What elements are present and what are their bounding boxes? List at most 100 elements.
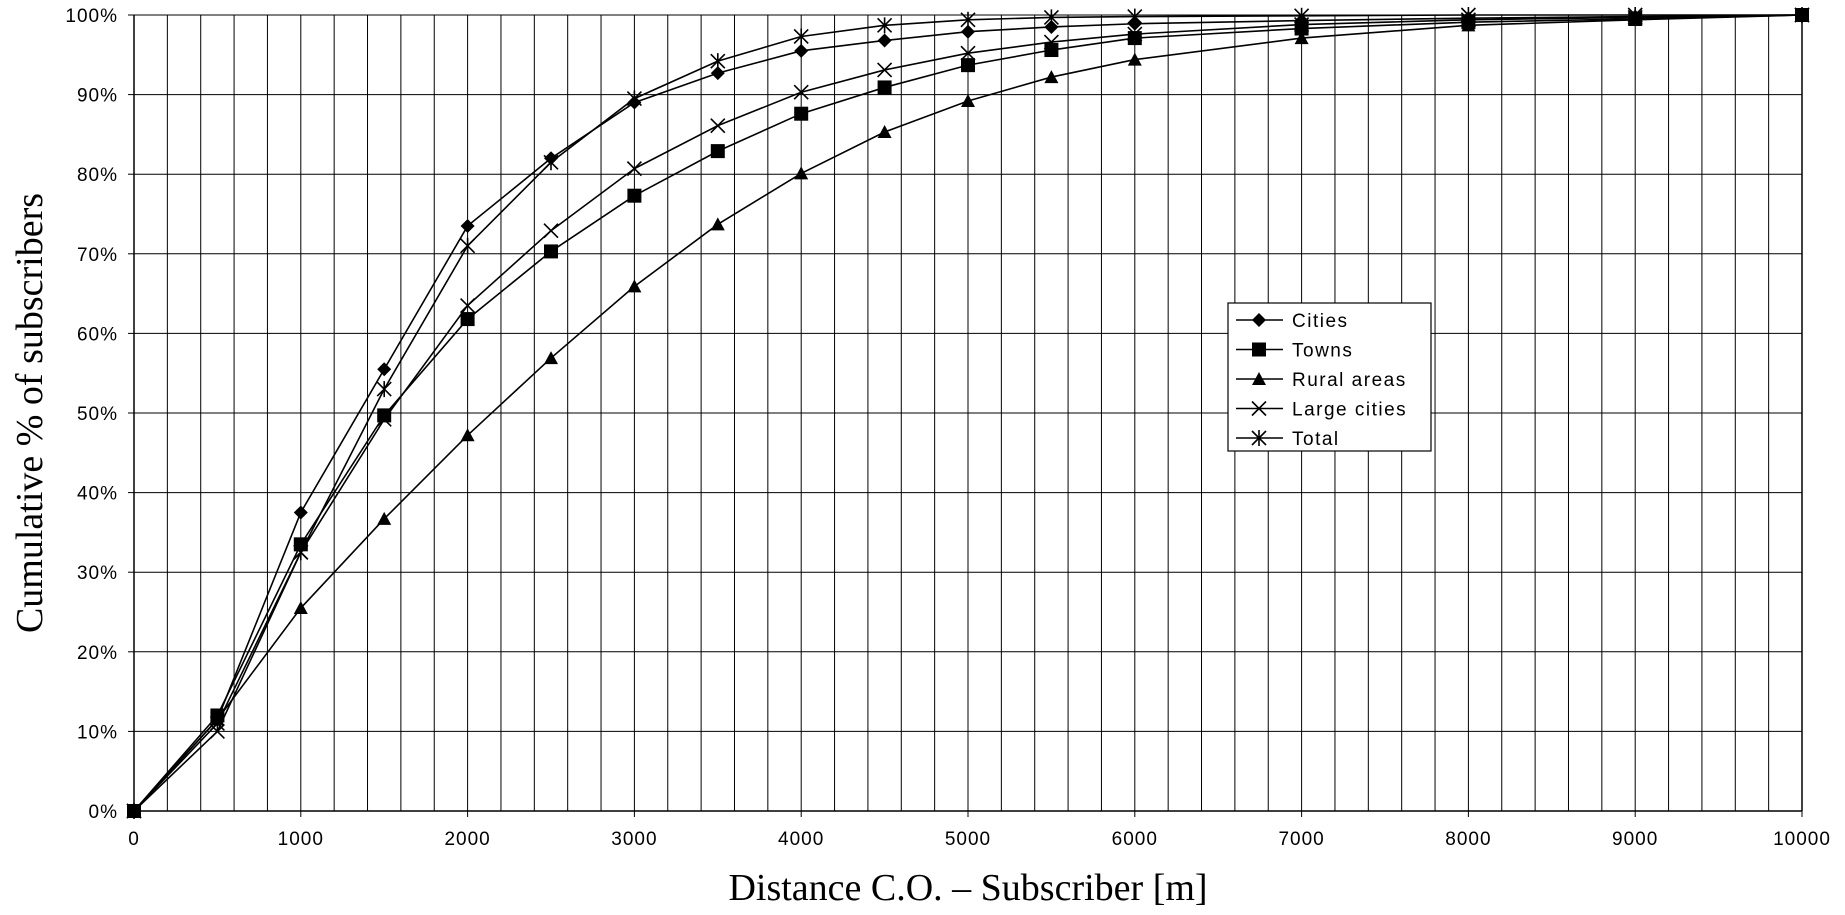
data-point-total (793, 28, 809, 45)
data-point-towns (627, 188, 642, 203)
data-point-rural-areas (710, 217, 725, 231)
data-point-total (543, 154, 559, 171)
data-point-rural-areas (544, 351, 558, 365)
data-point-towns (544, 244, 558, 259)
data-point-towns (794, 106, 809, 121)
data-point-towns (961, 58, 975, 73)
x-tick-label: 5000 (945, 829, 991, 850)
x-tick-label: 6000 (1112, 829, 1158, 850)
data-point-rural-areas (1127, 52, 1142, 66)
x-tick-label: 10000 (1773, 829, 1831, 850)
legend-item-total: Total (1236, 429, 1340, 450)
data-point-cities (710, 66, 725, 81)
y-tick-label: 80% (77, 165, 118, 186)
data-point-total (1460, 7, 1476, 23)
legend-item-large-cities: Large cities (1236, 400, 1407, 421)
y-tick-label: 90% (77, 86, 118, 107)
data-point-large-cities (543, 223, 559, 239)
data-point-rural-areas (1044, 70, 1059, 84)
legend-item-rural-areas: Rural areas (1236, 370, 1407, 391)
legend-label-total: Total (1292, 429, 1340, 450)
data-point-total (1127, 8, 1143, 25)
x-axis-title: Distance C.O. – Subscriber [m] (728, 867, 1207, 909)
data-point-cities (961, 24, 975, 39)
data-point-total (1294, 7, 1310, 24)
data-point-total (626, 90, 642, 107)
legend-marker-towns (1252, 342, 1266, 357)
data-point-total (209, 715, 225, 732)
y-tick-label: 100% (65, 6, 118, 27)
legend-marker-total (1251, 430, 1267, 446)
tick-labels: 0 1000 2000 3000 4000 5000 6000 7000 8000 9000 100… (65, 6, 1831, 850)
legend-item-cities: Cities (1236, 311, 1347, 332)
data-point-cities (877, 33, 892, 48)
data-point-total (1043, 9, 1059, 26)
x-tick-label: 4000 (778, 829, 824, 850)
x-tick-label: 2000 (444, 829, 490, 850)
data-point-large-cities (877, 62, 893, 78)
x-tick-label: 7000 (1278, 829, 1324, 850)
grid (134, 14, 1802, 811)
legend-marker-large-cities (1251, 400, 1267, 417)
data-point-large-cities (1127, 26, 1143, 42)
x-tick-label: 1000 (278, 829, 324, 850)
x-tick-label: 8000 (1445, 829, 1491, 850)
data-point-cities (460, 218, 475, 233)
data-point-rural-areas (961, 93, 975, 107)
data-point-cities (1044, 19, 1059, 34)
data-point-large-cities (710, 118, 726, 134)
y-tick-label: 70% (77, 245, 118, 266)
y-tick-label: 40% (77, 484, 118, 505)
data-point-total (877, 17, 893, 34)
legend-item-towns: Towns (1236, 341, 1353, 362)
data-point-towns (710, 144, 725, 159)
legend-box (1227, 302, 1432, 452)
y-tick-label: 10% (77, 722, 118, 743)
x-tick-label: 3000 (611, 829, 657, 850)
data-point-large-cities (460, 297, 476, 314)
data-point-towns (377, 408, 392, 423)
data-point-rural-areas (460, 428, 475, 442)
data-point-cities (794, 43, 809, 58)
data-point-cities (293, 505, 308, 520)
data-point-large-cities (626, 161, 642, 177)
data-point-total (710, 53, 726, 70)
series-rural-areas (127, 8, 1809, 817)
y-tick-label: 60% (77, 324, 118, 345)
data-point-large-cities (376, 411, 392, 427)
legend: Cities Towns Rural areas Large cities Total (1227, 302, 1432, 452)
data-point-rural-areas (1294, 31, 1309, 45)
axes (128, 14, 1803, 817)
data-point-large-cities (1043, 34, 1059, 50)
x-tick-label: 9000 (1612, 829, 1658, 850)
legend-marker-cities (1252, 313, 1266, 327)
data-point-total (460, 237, 476, 254)
y-tick-label: 50% (77, 404, 118, 425)
y-tick-label: 30% (77, 563, 118, 584)
data-point-total (376, 381, 392, 398)
y-tick-label: 20% (77, 643, 118, 664)
data-point-total (960, 11, 976, 28)
data-point-rural-areas (877, 125, 892, 139)
legend-label-rural-areas: Rural areas (1292, 370, 1407, 391)
data-point-towns (460, 312, 475, 327)
y-axis-title: Cumulative % of subscribers (9, 193, 51, 633)
series-total (126, 7, 1810, 819)
data-point-rural-areas (377, 511, 392, 525)
data-point-rural-areas (293, 601, 308, 615)
data-point-large-cities (793, 84, 809, 100)
data-point-large-cities (960, 45, 976, 61)
legend-label-towns: Towns (1292, 341, 1353, 362)
data-point-rural-areas (794, 166, 809, 180)
x-tick-label: 0 (128, 829, 140, 850)
data-point-total (293, 544, 309, 561)
data-point-rural-areas (627, 279, 642, 293)
y-tick-label: 0% (89, 802, 118, 823)
data-point-cities (377, 362, 392, 377)
data-point-total (126, 803, 142, 819)
data-point-rural-areas (1461, 18, 1476, 32)
legend-label-large-cities: Large cities (1292, 400, 1407, 421)
data-point-towns (877, 80, 892, 95)
